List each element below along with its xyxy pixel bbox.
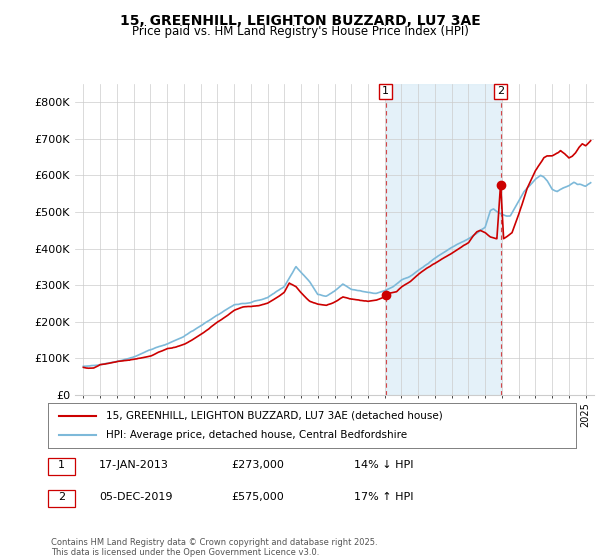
Text: 17% ↑ HPI: 17% ↑ HPI	[354, 492, 413, 502]
Text: 15, GREENHILL, LEIGHTON BUZZARD, LU7 3AE (detached house): 15, GREENHILL, LEIGHTON BUZZARD, LU7 3AE…	[106, 410, 443, 421]
Text: 2: 2	[58, 492, 65, 502]
Text: 05-DEC-2019: 05-DEC-2019	[99, 492, 173, 502]
Bar	[386, 84, 500, 395]
Text: 17-JAN-2013: 17-JAN-2013	[99, 460, 169, 470]
Text: 15, GREENHILL, LEIGHTON BUZZARD, LU7 3AE: 15, GREENHILL, LEIGHTON BUZZARD, LU7 3AE	[119, 14, 481, 28]
Text: 2: 2	[497, 86, 504, 96]
Text: Contains HM Land Registry data © Crown copyright and database right 2025.
This d: Contains HM Land Registry data © Crown c…	[51, 538, 377, 557]
Text: 1: 1	[58, 460, 65, 470]
Text: Price paid vs. HM Land Registry's House Price Index (HPI): Price paid vs. HM Land Registry's House …	[131, 25, 469, 38]
Text: 1: 1	[382, 86, 389, 96]
Text: £575,000: £575,000	[231, 492, 284, 502]
Text: 14% ↓ HPI: 14% ↓ HPI	[354, 460, 413, 470]
Text: HPI: Average price, detached house, Central Bedfordshire: HPI: Average price, detached house, Cent…	[106, 431, 407, 441]
Text: £273,000: £273,000	[231, 460, 284, 470]
